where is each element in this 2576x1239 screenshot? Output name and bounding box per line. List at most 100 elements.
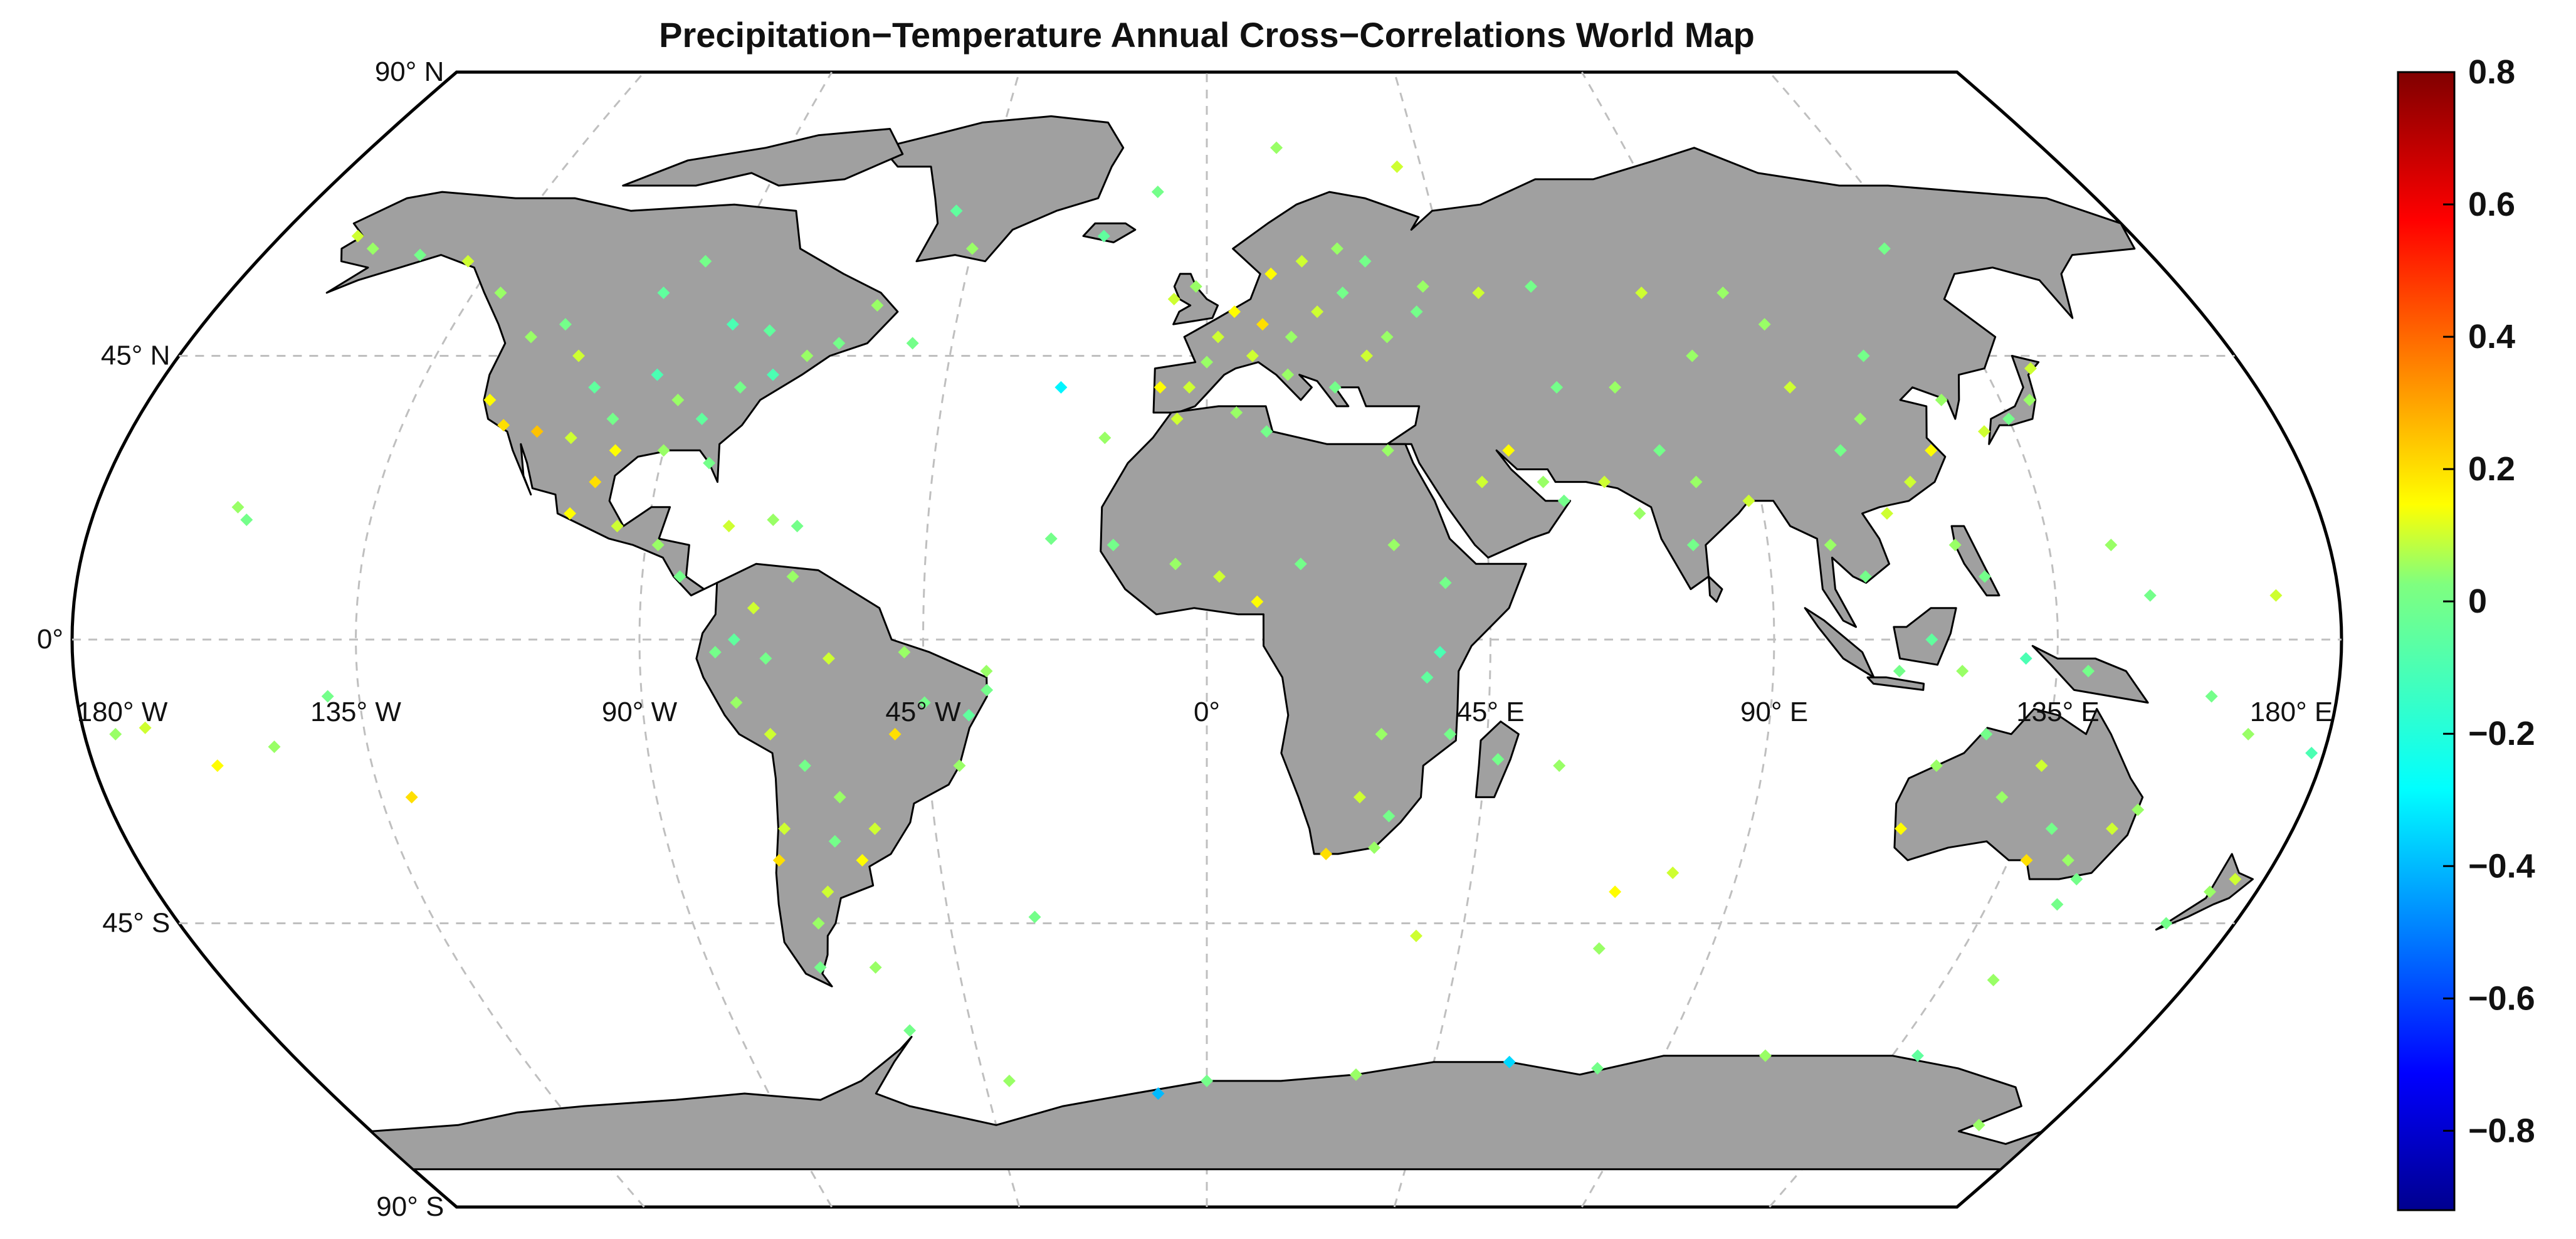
station-marker [1336, 286, 1349, 299]
station-marker [1503, 1055, 1516, 1068]
station-marker [2205, 690, 2218, 703]
lat-label: 0° [37, 624, 63, 655]
station-marker [798, 759, 811, 772]
station-marker [1349, 1068, 1362, 1081]
station-marker [1281, 368, 1295, 381]
station-marker [268, 740, 281, 753]
station-marker [1758, 318, 1771, 331]
station-marker [657, 444, 670, 457]
station-marker [1213, 570, 1226, 583]
station-marker [766, 368, 779, 381]
land-north-america [325, 191, 899, 597]
land-africa [1100, 405, 1527, 855]
land-java [1866, 676, 1925, 691]
lon-label: 135° E [2016, 697, 2100, 727]
station-marker [1824, 539, 1837, 552]
station-marker [1925, 444, 1938, 457]
station-marker [1857, 349, 1870, 362]
station-marker [524, 330, 537, 344]
station-marker [1690, 475, 1703, 488]
station-marker [1256, 318, 1269, 331]
station-marker [903, 1024, 917, 1037]
station-marker [1201, 356, 1213, 369]
station-marker [1285, 330, 1298, 344]
station-marker [722, 520, 735, 532]
station-marker [1537, 475, 1550, 488]
land-indonesia-borneo [1893, 607, 1957, 666]
station-marker [814, 961, 827, 974]
station-marker [730, 696, 743, 709]
station-marker [609, 444, 622, 457]
station-marker [1980, 727, 1993, 741]
station-marker [530, 425, 544, 438]
colorbar-gradient [2397, 71, 2456, 1211]
land-uk [1172, 273, 1219, 325]
station-marker [2024, 362, 2037, 375]
station-marker [695, 413, 708, 426]
station-marker [1328, 381, 1342, 394]
station-marker [898, 646, 911, 659]
station-marker [2269, 589, 2283, 602]
station-marker [733, 381, 747, 394]
station-marker [869, 961, 882, 974]
station-marker [1151, 186, 1164, 199]
colorbar-tick-label: 0.4 [2468, 318, 2515, 356]
station-marker [671, 393, 685, 406]
station-marker [109, 727, 122, 741]
station-marker [1097, 229, 1110, 243]
station-marker [1152, 1087, 1165, 1100]
station-marker [812, 917, 825, 930]
station-marker [1592, 942, 1606, 955]
station-marker [657, 286, 670, 299]
station-marker [2045, 822, 2058, 835]
colorbar-tick-label: 0 [2468, 583, 2487, 620]
station-marker [559, 318, 572, 331]
land-south-america [695, 562, 988, 988]
station-marker [791, 520, 804, 532]
station-marker [1211, 330, 1224, 344]
colorbar-tick-label: −0.8 [2468, 1112, 2535, 1149]
station-marker [1686, 539, 1700, 552]
station-marker [483, 393, 497, 406]
station-marker [1472, 286, 1485, 299]
station-marker [871, 299, 884, 312]
station-marker [1416, 280, 1429, 293]
lon-label: 0° [1194, 697, 1220, 727]
station-marker [405, 791, 418, 804]
station-marker [1591, 1062, 1604, 1075]
colorbar-tick-label: −0.6 [2468, 979, 2535, 1017]
station-marker [1987, 974, 2000, 986]
station-marker [801, 349, 814, 362]
station-marker [497, 419, 510, 432]
map-frame: 90° N 45° N 0° 45° S 90° S 180° W 135° W 90° W 4… [37, 56, 2343, 1222]
lon-label: 90° W [602, 697, 678, 727]
station-marker [1911, 1049, 1924, 1062]
station-marker [1443, 727, 1456, 741]
station-marker [564, 431, 577, 445]
station-marker [1978, 570, 1991, 583]
station-marker [1270, 141, 1283, 154]
station-marker [572, 349, 586, 362]
station-marker [2105, 822, 2118, 835]
station-marker [1893, 665, 1906, 678]
station-marker [1391, 160, 1404, 173]
land-sri-lanka [1708, 575, 1723, 603]
station-marker [980, 665, 993, 678]
station-marker [1476, 475, 1489, 488]
station-marker [240, 513, 253, 526]
station-marker [763, 324, 776, 337]
station-marker [1409, 929, 1422, 942]
station-marker [651, 539, 665, 552]
lon-label: 45° W [885, 697, 961, 727]
station-marker [1550, 381, 1564, 394]
station-marker [1925, 633, 1938, 646]
station-marker [1380, 330, 1394, 344]
station-marker [461, 255, 475, 268]
station-marker [965, 242, 979, 255]
station-marker [1375, 727, 1388, 741]
station-marker [1002, 1074, 1016, 1087]
station-marker [1854, 413, 1867, 426]
colorbar-tick-label: 0.2 [2468, 450, 2515, 488]
station-marker [2023, 393, 2036, 406]
station-marker [414, 248, 427, 261]
